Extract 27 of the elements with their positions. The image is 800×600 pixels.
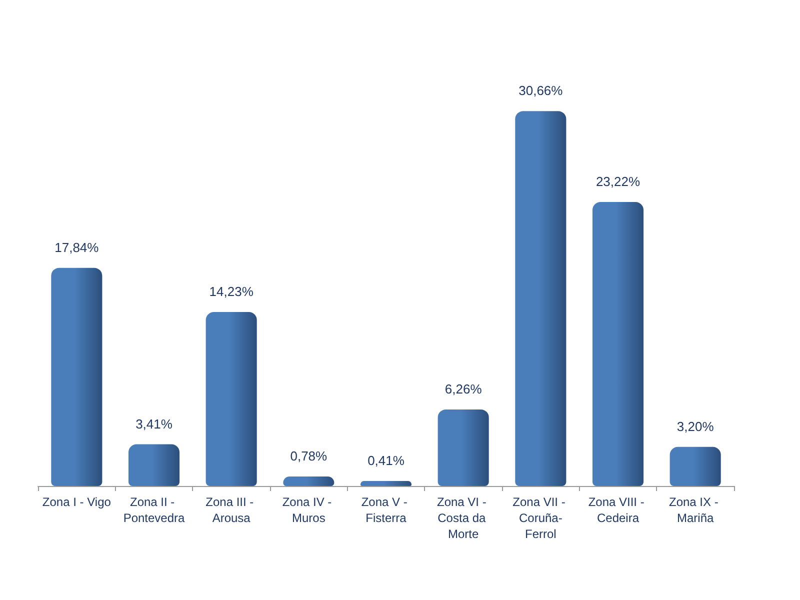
bar [515,111,566,486]
x-tick-label: Zona V - Fisterra [361,495,411,525]
bar [360,480,412,486]
data-label: 0,78% [290,448,328,464]
bar [438,409,489,486]
x-tick-label: Zona IX - Mariña [668,495,722,525]
x-tick-label: Zona IV - Muros [282,495,336,525]
bar [206,312,257,486]
data-label: 14,23% [209,284,254,299]
data-label: 30,66% [518,83,564,98]
data-label: 3,41% [136,416,173,432]
data-label: 23,22% [596,174,640,190]
data-label: 0,41% [368,452,405,468]
bar [128,444,180,486]
x-tick-label: Zona VI - Costa da Morte [436,495,490,541]
bar [283,476,334,486]
data-label: 3,20% [676,418,714,434]
bar [51,268,102,486]
data-label: 17,84% [54,240,100,255]
bar [592,202,644,486]
bar [670,446,721,486]
x-tick-label: Zona I - Vigo [42,495,112,509]
x-tick-label: Zona III - Arousa [206,495,258,525]
x-tick-label: Zona II - Pontevedra [123,495,186,525]
x-tick-label: Zona VIII - Cedeira [588,495,648,525]
x-tick-label: Zona VII - Coruña-Ferrol [512,495,569,541]
data-label: 6,26% [444,381,482,396]
